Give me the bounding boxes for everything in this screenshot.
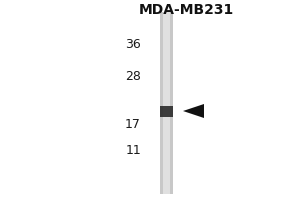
Text: 36: 36 [125, 38, 141, 50]
Text: 11: 11 [125, 144, 141, 156]
Bar [160, 12, 173, 194]
Bar [160, 106, 173, 117]
Text: MDA-MB231: MDA-MB231 [138, 3, 234, 17]
Bar [163, 12, 170, 194]
Polygon shape [183, 104, 204, 118]
Text: 28: 28 [125, 70, 141, 82]
Text: 17: 17 [125, 117, 141, 130]
